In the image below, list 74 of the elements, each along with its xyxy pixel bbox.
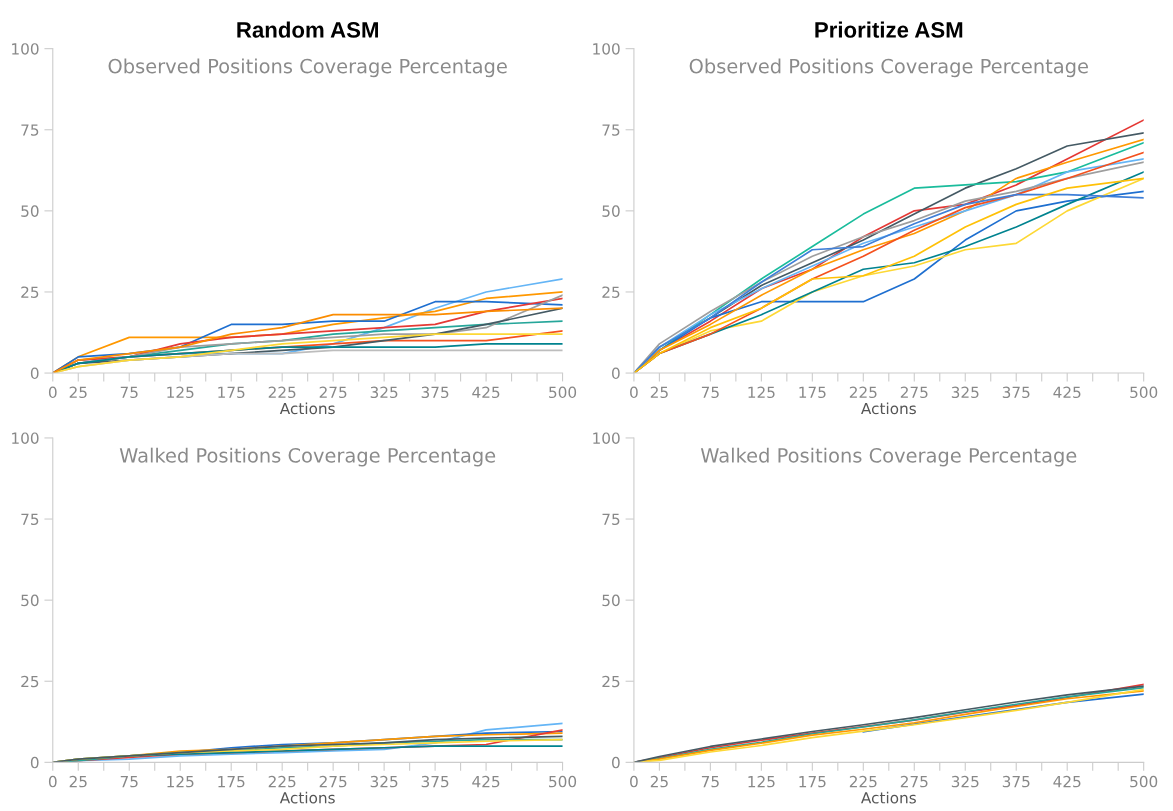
- x-tick-label: 175: [218, 776, 245, 788]
- y-tick-label: 75: [21, 124, 39, 136]
- y-tick-label: 50: [602, 594, 620, 607]
- x-tick-label: 375: [1002, 775, 1030, 788]
- x-tick-label: 425: [472, 386, 500, 399]
- x-tick-label: 375: [421, 775, 449, 788]
- y-tick-label: 50: [21, 205, 39, 217]
- x-tick-label: 125: [167, 775, 194, 788]
- x-tick-label: 275: [900, 386, 928, 399]
- x-tick-label: 125: [748, 386, 775, 399]
- x-tick-label: 175: [799, 386, 826, 399]
- x-tick-label: 325: [951, 386, 979, 399]
- y-tick-label: 25: [602, 675, 620, 688]
- chart-title: Prioritize ASM: [815, 21, 963, 38]
- x-tick-label: 500: [1130, 386, 1158, 399]
- x-tick-label: 25: [69, 775, 87, 788]
- chart-title: Random ASM: [237, 21, 378, 38]
- x-tick-label: 75: [701, 776, 719, 788]
- x-tick-label: 425: [472, 775, 500, 788]
- x-tick-label: 0: [48, 386, 57, 399]
- y-tick-label: 75: [21, 513, 39, 526]
- x-tick-label: 500: [549, 775, 577, 788]
- y-tick-label: 0: [30, 367, 39, 380]
- x-axis-title: Actions: [861, 402, 916, 415]
- x-axis-title: Actions: [279, 791, 335, 804]
- y-tick-label: 25: [21, 675, 39, 688]
- x-tick-label: 325: [370, 775, 398, 788]
- x-tick-label: 225: [268, 386, 296, 399]
- x-tick-label: 275: [319, 775, 347, 788]
- chart-subtitle: Observed Positions Coverage Percentage: [689, 58, 1088, 78]
- x-tick-label: 225: [268, 775, 296, 788]
- y-tick-label: 0: [612, 756, 620, 769]
- x-tick-label: 25: [650, 775, 668, 788]
- y-tick-label: 25: [602, 286, 620, 298]
- x-tick-label: 75: [120, 386, 138, 399]
- y-tick-label: 75: [602, 124, 620, 136]
- x-tick-label: 225: [849, 386, 877, 399]
- x-tick-label: 25: [69, 386, 87, 399]
- y-tick-label: 100: [593, 432, 620, 444]
- x-tick-label: 0: [630, 775, 638, 788]
- y-tick-label: 50: [602, 205, 620, 217]
- y-tick-label: 0: [612, 367, 620, 380]
- x-tick-label: 225: [849, 775, 877, 788]
- x-tick-label: 275: [900, 775, 928, 788]
- x-tick-label: 500: [549, 386, 577, 399]
- y-tick-label: 100: [12, 43, 39, 55]
- chart-subtitle: Observed Positions Coverage Percentage: [108, 58, 507, 78]
- x-tick-label: 375: [1002, 386, 1030, 399]
- x-tick-label: 75: [120, 776, 138, 788]
- x-tick-label: 425: [1053, 386, 1081, 399]
- x-tick-label: 375: [421, 386, 449, 399]
- x-axis-title: Actions: [861, 791, 916, 804]
- x-tick-label: 425: [1053, 775, 1081, 788]
- x-tick-label: 25: [650, 386, 668, 399]
- x-tick-label: 325: [951, 775, 979, 788]
- x-tick-label: 325: [370, 386, 398, 399]
- x-tick-label: 500: [1130, 775, 1158, 788]
- x-tick-label: 0: [48, 775, 57, 788]
- y-tick-label: 100: [593, 43, 620, 55]
- y-tick-label: 50: [21, 594, 39, 607]
- y-tick-label: 100: [12, 432, 39, 444]
- chart-subtitle: Walked Positions Coverage Percentage: [700, 447, 1077, 467]
- x-tick-label: 75: [701, 386, 719, 399]
- x-tick-label: 175: [799, 776, 826, 788]
- x-axis-title: Actions: [279, 402, 335, 415]
- x-tick-label: 125: [167, 386, 194, 399]
- y-tick-label: 75: [602, 513, 620, 526]
- y-tick-label: 0: [30, 756, 39, 769]
- x-tick-label: 125: [748, 775, 775, 788]
- x-tick-label: 175: [218, 386, 245, 399]
- x-tick-label: 275: [319, 386, 347, 399]
- x-tick-label: 0: [630, 386, 638, 399]
- y-tick-label: 25: [21, 286, 39, 298]
- chart-subtitle: Walked Positions Coverage Percentage: [119, 447, 496, 467]
